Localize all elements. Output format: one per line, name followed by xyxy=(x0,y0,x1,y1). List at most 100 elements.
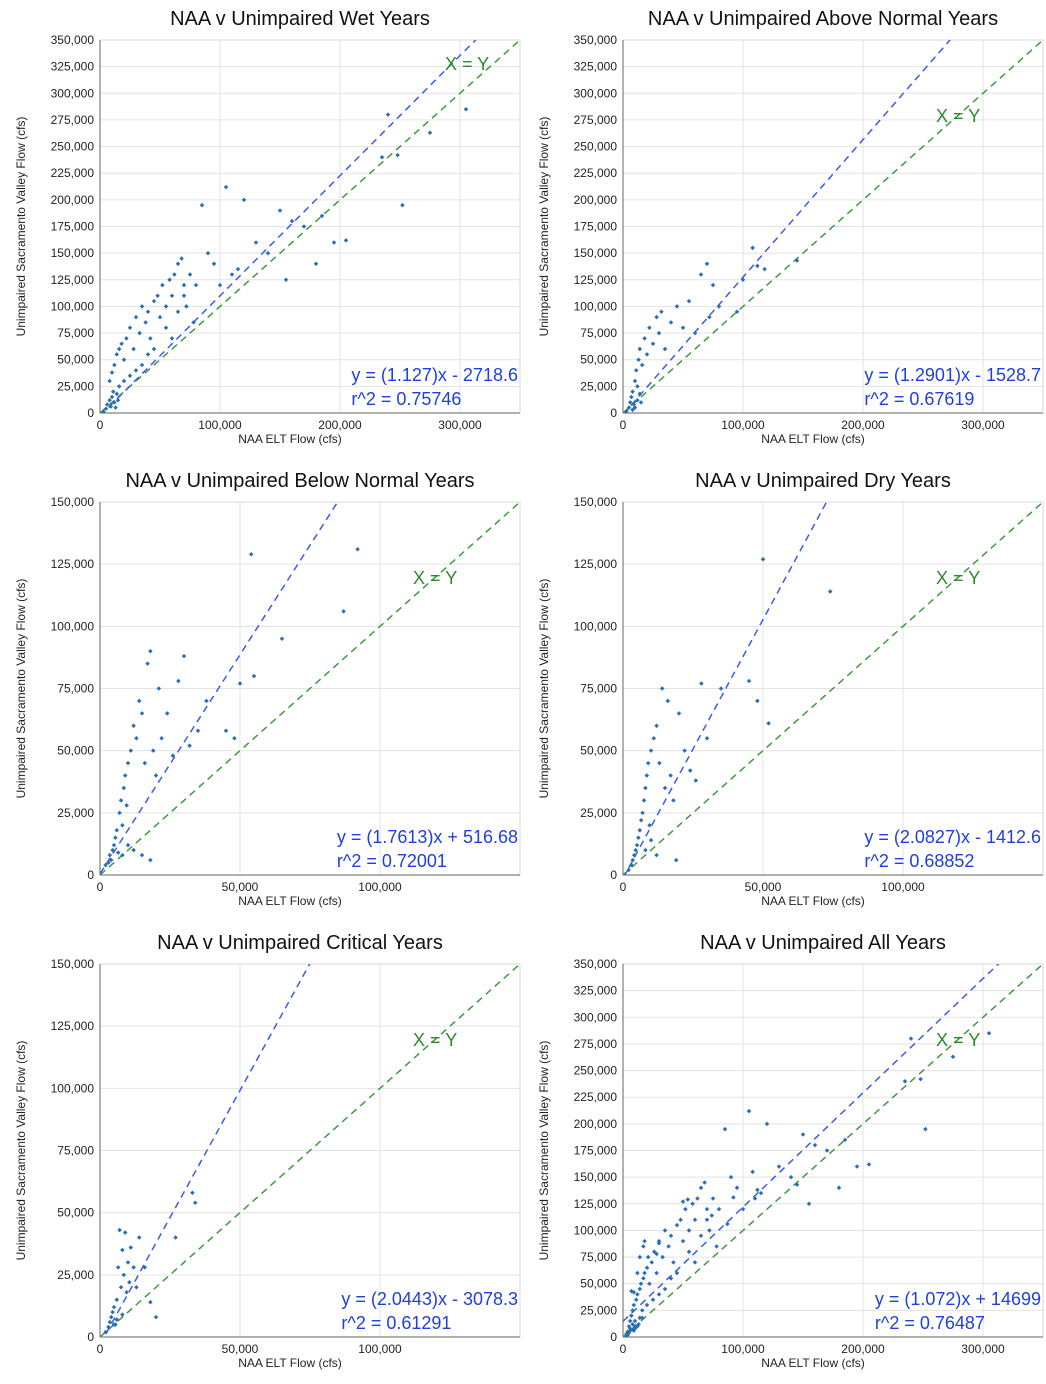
scatter-point xyxy=(766,721,771,726)
scatter-point xyxy=(635,384,640,389)
scatter-chart-svg: NAA v Unimpaired All Years 0 25,000 50,000 7… xyxy=(537,932,1044,1370)
scatter-point xyxy=(714,1244,719,1249)
scatter-point xyxy=(950,1054,956,1059)
scatter-point xyxy=(645,1254,651,1260)
y-tick-label: 100,000 xyxy=(51,619,95,633)
chart-title: NAA v Unimpaired Wet Years xyxy=(170,8,430,30)
scatter-point xyxy=(647,1281,652,1286)
scatter-point xyxy=(659,686,665,691)
scatter-point xyxy=(223,184,229,190)
scatter-point xyxy=(908,1036,914,1041)
scatter-point xyxy=(695,1196,700,1201)
scatter-point xyxy=(128,1245,134,1250)
scatter-point xyxy=(662,785,668,791)
scatter-point xyxy=(145,309,151,315)
scatter-point xyxy=(760,556,766,562)
r-squared-label: r^2 = 0.61291 xyxy=(341,1313,451,1333)
scatter-point xyxy=(463,107,469,112)
y-tick-label: 100,000 xyxy=(574,1223,618,1237)
scatter-point xyxy=(133,368,139,373)
scatter-point xyxy=(277,208,283,213)
scatter-point xyxy=(728,1174,734,1180)
x-tick-label: 100,000 xyxy=(881,880,925,894)
scatter-point xyxy=(800,1132,806,1137)
y-axis-label: Unimpaired Sacramento Valley Flow (cfs) xyxy=(14,579,28,799)
scatter-point xyxy=(120,1312,125,1317)
scatter-point xyxy=(400,202,405,208)
chart-title: NAA v Unimpaired Below Normal Years xyxy=(125,470,474,492)
scatter-point xyxy=(656,1240,662,1246)
scatter-point xyxy=(204,698,209,704)
scatter-point xyxy=(673,857,679,863)
y-tick-label: 175,000 xyxy=(51,220,95,234)
scatter-point xyxy=(629,394,634,400)
scatter-point xyxy=(114,827,120,833)
scatter-point xyxy=(692,330,698,336)
scatter-point xyxy=(662,1228,668,1233)
scatter-point xyxy=(758,1190,764,1196)
scatter-point xyxy=(638,400,644,405)
scatter-point xyxy=(111,1304,117,1310)
x-tick-label: 0 xyxy=(97,880,104,894)
scatter-point xyxy=(755,698,760,704)
scatter-point xyxy=(159,735,164,741)
scatter-point xyxy=(124,336,129,341)
scatter-point xyxy=(110,1309,115,1315)
scatter-point xyxy=(716,304,722,309)
scatter-point xyxy=(641,1276,646,1281)
scatter-point xyxy=(116,346,122,352)
scatter-point xyxy=(385,112,391,117)
scatter-point xyxy=(704,1206,710,1212)
scatter-point xyxy=(134,1285,139,1290)
scatter-point xyxy=(118,1285,124,1290)
scatter-point xyxy=(120,823,125,828)
scatter-point xyxy=(107,852,113,858)
scatter-point xyxy=(650,1297,656,1302)
scatter-point xyxy=(283,277,289,283)
scatter-point xyxy=(648,748,654,753)
scatter-point xyxy=(237,681,243,686)
y-tick-label: 300,000 xyxy=(51,86,95,100)
trend-line xyxy=(624,502,828,875)
scatter-point xyxy=(668,773,673,778)
scatter-point xyxy=(678,1217,683,1223)
x-tick-label: 200,000 xyxy=(841,1342,885,1356)
scatter-point xyxy=(638,818,644,823)
scatter-point xyxy=(145,661,150,666)
scatter-point xyxy=(235,266,241,272)
scatter-point xyxy=(153,1314,159,1320)
scatter-point xyxy=(131,1265,136,1270)
scatter-point xyxy=(702,1180,707,1185)
scatter-point xyxy=(629,1313,634,1318)
scatter-point xyxy=(639,362,645,368)
y-tick-label: 175,000 xyxy=(574,220,618,234)
scatter-point xyxy=(731,1195,736,1200)
scatter-point xyxy=(644,352,650,357)
y-tick-label: 150,000 xyxy=(51,957,95,971)
scatter-point xyxy=(710,282,716,288)
y-tick-label: 200,000 xyxy=(574,1117,618,1131)
y-tick-label: 300,000 xyxy=(574,86,618,100)
scatter-point xyxy=(674,1222,680,1228)
scatter-point xyxy=(124,803,129,808)
scatter-point xyxy=(699,681,704,686)
x-tick-label: 50,000 xyxy=(222,880,259,894)
scatter-panel-1: NAA v Unimpaired Above Normal Years 0 25,0… xyxy=(523,0,1046,460)
scatter-point xyxy=(671,798,676,803)
y-tick-label: 125,000 xyxy=(574,273,618,287)
scatter-point xyxy=(630,857,636,863)
scatter-point xyxy=(251,673,257,679)
scatter-point xyxy=(668,320,674,325)
scatter-point xyxy=(150,748,156,753)
y-tick-label: 275,000 xyxy=(51,113,95,127)
scatter-point xyxy=(632,1324,638,1329)
x-tick-label: 100,000 xyxy=(721,1342,765,1356)
scatter-point xyxy=(682,748,687,753)
scatter-point xyxy=(734,309,740,315)
scatter-point xyxy=(190,1190,195,1196)
scatter-point xyxy=(674,1270,680,1276)
scatter-point xyxy=(120,1247,125,1253)
y-tick-label: 150,000 xyxy=(51,495,95,509)
y-tick-label: 150,000 xyxy=(51,246,95,260)
